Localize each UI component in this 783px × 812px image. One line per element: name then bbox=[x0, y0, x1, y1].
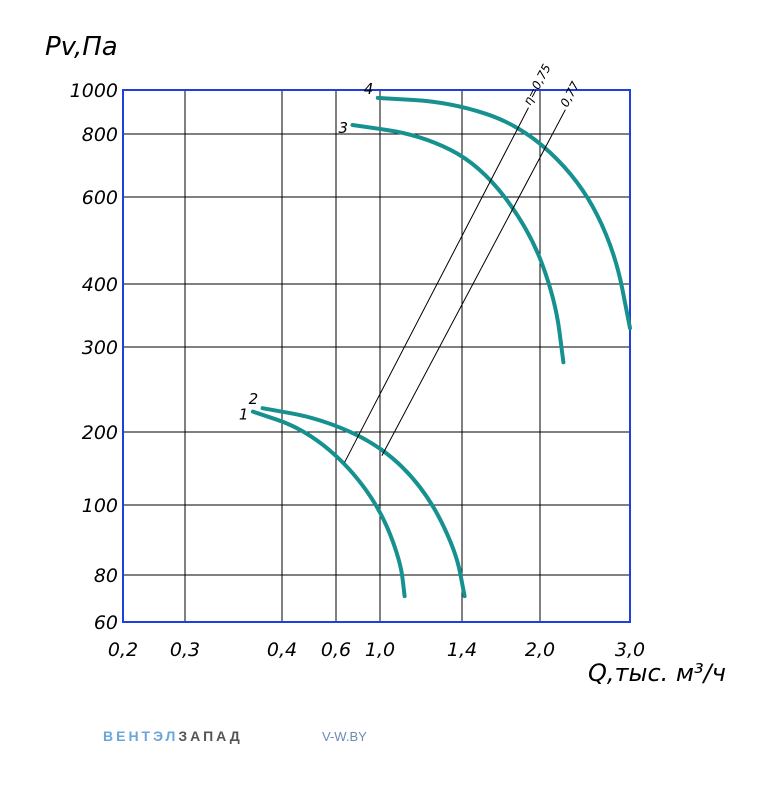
y-tick-label: 80 bbox=[94, 565, 118, 587]
x-tick-label: 0,3 bbox=[170, 639, 200, 661]
y-tick-label: 400 bbox=[82, 274, 118, 296]
x-tick-label: 1,4 bbox=[447, 639, 477, 661]
fan-curve bbox=[350, 122, 566, 365]
plot-frame bbox=[122, 89, 631, 623]
legend-label: 4 bbox=[364, 80, 374, 98]
x-tick-label: 2,0 bbox=[525, 639, 555, 661]
brand-light: ВЕНТЭЛ bbox=[103, 728, 178, 744]
x-tick-label: 1,0 bbox=[365, 639, 395, 661]
efficiency-line bbox=[344, 107, 529, 463]
y-tick-label: 300 bbox=[82, 337, 118, 359]
fan-curve bbox=[375, 95, 632, 331]
y-tick-label: 60 bbox=[94, 612, 118, 634]
brand-dark: ЗАПАД bbox=[178, 728, 242, 744]
x-tick-label: 0,2 bbox=[108, 639, 138, 661]
x-axis-title: Q,тыс. м³/ч bbox=[588, 659, 726, 687]
y-tick-label: 1000 bbox=[70, 80, 118, 102]
footer-brand: ВЕНТЭЛЗАПАД bbox=[103, 728, 243, 744]
x-tick-label: 0,6 bbox=[321, 639, 351, 661]
fan-curve bbox=[260, 406, 467, 599]
footer-site: V-W.BY bbox=[322, 729, 367, 744]
y-tick-label: 800 bbox=[82, 124, 118, 146]
y-axis-title: Pv,Па bbox=[45, 32, 118, 62]
y-tick-label: 600 bbox=[82, 187, 118, 209]
fan-curve bbox=[250, 409, 407, 599]
efficiency-line bbox=[381, 109, 566, 456]
legend-label: 3 bbox=[339, 119, 349, 137]
efficiency-label: η=0,75 bbox=[521, 62, 554, 108]
y-tick-label: 200 bbox=[82, 422, 118, 444]
legend-label: 1 bbox=[239, 406, 249, 424]
y-tick-label: 100 bbox=[82, 495, 118, 517]
efficiency-label: 0,77 bbox=[557, 79, 582, 109]
legend-label: 2 bbox=[249, 390, 259, 408]
x-tick-label: 0,4 bbox=[267, 639, 297, 661]
x-tick-label: 3,0 bbox=[615, 639, 645, 661]
